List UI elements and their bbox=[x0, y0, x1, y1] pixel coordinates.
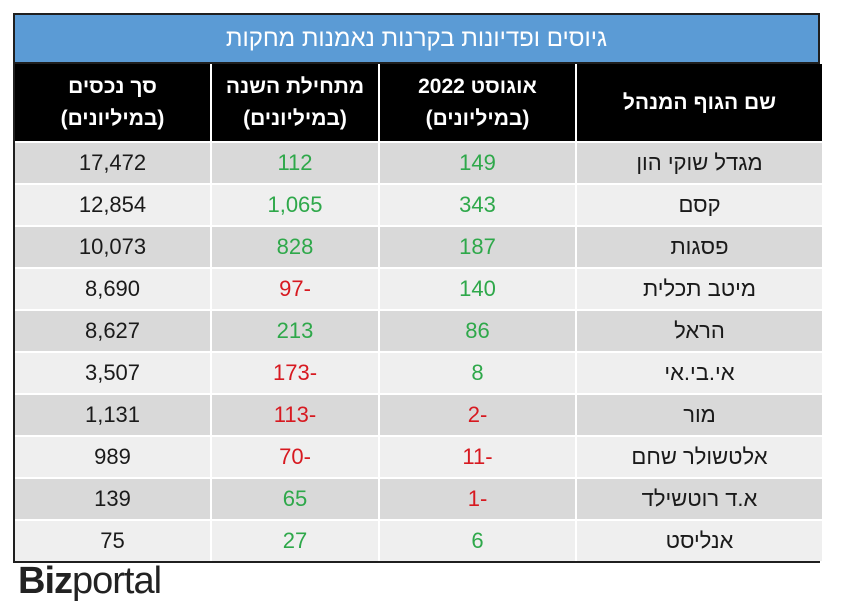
header-assets-line1: סך נכסים bbox=[68, 75, 157, 98]
header-ytd: מתחילת השנה (במיליונים) bbox=[210, 64, 379, 142]
cell-august: -11 bbox=[378, 435, 576, 478]
cell-ytd: -113 bbox=[210, 393, 379, 436]
cell-august: -2 bbox=[378, 393, 576, 436]
cell-manager-name: א.ד רוטשילד bbox=[575, 477, 822, 520]
cell-assets: 10,073 bbox=[15, 225, 211, 268]
cell-assets: 139 bbox=[15, 477, 211, 520]
header-assets: סך נכסים (במיליונים) bbox=[15, 64, 211, 142]
cell-ytd: 213 bbox=[210, 309, 379, 352]
header-august-line2: (במיליונים) bbox=[425, 106, 530, 130]
cell-ytd: 27 bbox=[210, 519, 379, 561]
table-row: מיטב תכלית 140 -97 8,690 bbox=[15, 267, 822, 310]
cell-manager-name: מיטב תכלית bbox=[575, 267, 822, 310]
cell-august: 86 bbox=[378, 309, 576, 352]
cell-manager-name: אי.בי.אי bbox=[575, 351, 822, 394]
cell-ytd: 1,065 bbox=[210, 183, 379, 226]
table-row: פסגות 187 828 10,073 bbox=[15, 225, 822, 268]
table-row: מגדל שוקי הון 149 112 17,472 bbox=[15, 141, 822, 184]
table-row: א.ד רוטשילד -1 65 139 bbox=[15, 477, 822, 520]
cell-ytd: -70 bbox=[210, 435, 379, 478]
cell-manager-name: קסם bbox=[575, 183, 822, 226]
cell-august: 187 bbox=[378, 225, 576, 268]
table-row: אלטשולר שחם -11 -70 989 bbox=[15, 435, 822, 478]
cell-assets: 12,854 bbox=[15, 183, 211, 226]
table-row: אנליסט 6 27 75 bbox=[15, 519, 822, 561]
table-row: קסם 343 1,065 12,854 bbox=[15, 183, 822, 226]
cell-manager-name: פסגות bbox=[575, 225, 822, 268]
cell-manager-name: מור bbox=[575, 393, 822, 436]
cell-august: 343 bbox=[378, 183, 576, 226]
cell-assets: 17,472 bbox=[15, 141, 211, 184]
cell-august: 140 bbox=[378, 267, 576, 310]
cell-manager-name: אנליסט bbox=[575, 519, 822, 561]
header-row: שם הגוף המנהל אוגוסט 2022 (במיליונים) מת… bbox=[15, 64, 822, 142]
table-title: גיוסים ופדיונות בקרנות נאמנות מחקות bbox=[15, 15, 818, 64]
table-row: הראל 86 213 8,627 bbox=[15, 309, 822, 352]
header-august-line1: אוגוסט 2022 bbox=[418, 75, 537, 98]
header-august: אוגוסט 2022 (במיליונים) bbox=[378, 64, 576, 142]
data-table: גיוסים ופדיונות בקרנות נאמנות מחקות שם ה… bbox=[13, 13, 822, 563]
cell-ytd: -173 bbox=[210, 351, 379, 394]
cell-august: 6 bbox=[378, 519, 576, 561]
header-ytd-line2: (במיליונים) bbox=[243, 106, 347, 130]
cell-assets: 3,507 bbox=[15, 351, 211, 394]
cell-august: -1 bbox=[378, 477, 576, 520]
cell-assets: 8,627 bbox=[15, 309, 211, 352]
cell-ytd: 828 bbox=[210, 225, 379, 268]
cell-manager-name: הראל bbox=[575, 309, 822, 352]
cell-assets: 8,690 bbox=[15, 267, 211, 310]
cell-ytd: -97 bbox=[210, 267, 379, 310]
cell-ytd: 112 bbox=[210, 141, 379, 184]
table-body: מגדל שוקי הון 149 112 17,472 קסם 343 1,065 12,8… bbox=[15, 141, 822, 561]
cell-assets: 75 bbox=[15, 519, 211, 561]
header-ytd-line1: מתחילת השנה bbox=[225, 75, 365, 98]
cell-assets: 1,131 bbox=[15, 393, 211, 436]
cell-ytd: 65 bbox=[210, 477, 379, 520]
bizportal-logo: Bizportal bbox=[18, 560, 162, 602]
header-manager-line1: שם הגוף המנהל bbox=[622, 90, 777, 114]
logo-part-biz: Biz bbox=[18, 560, 73, 602]
cell-august: 8 bbox=[378, 351, 576, 394]
table-row: מור -2 -113 1,131 bbox=[15, 393, 822, 436]
fund-flows-table: שם הגוף המנהל אוגוסט 2022 (במיליונים) מת… bbox=[15, 64, 822, 561]
table-row: אי.בי.אי 8 -173 3,507 bbox=[15, 351, 822, 394]
cell-manager-name: מגדל שוקי הון bbox=[575, 141, 822, 184]
header-assets-line2: (במיליונים) bbox=[60, 106, 165, 130]
header-manager: שם הגוף המנהל bbox=[575, 64, 822, 142]
cell-august: 149 bbox=[378, 141, 576, 184]
cell-assets: 989 bbox=[15, 435, 211, 478]
logo-part-portal: portal bbox=[72, 560, 162, 602]
cell-manager-name: אלטשולר שחם bbox=[575, 435, 822, 478]
